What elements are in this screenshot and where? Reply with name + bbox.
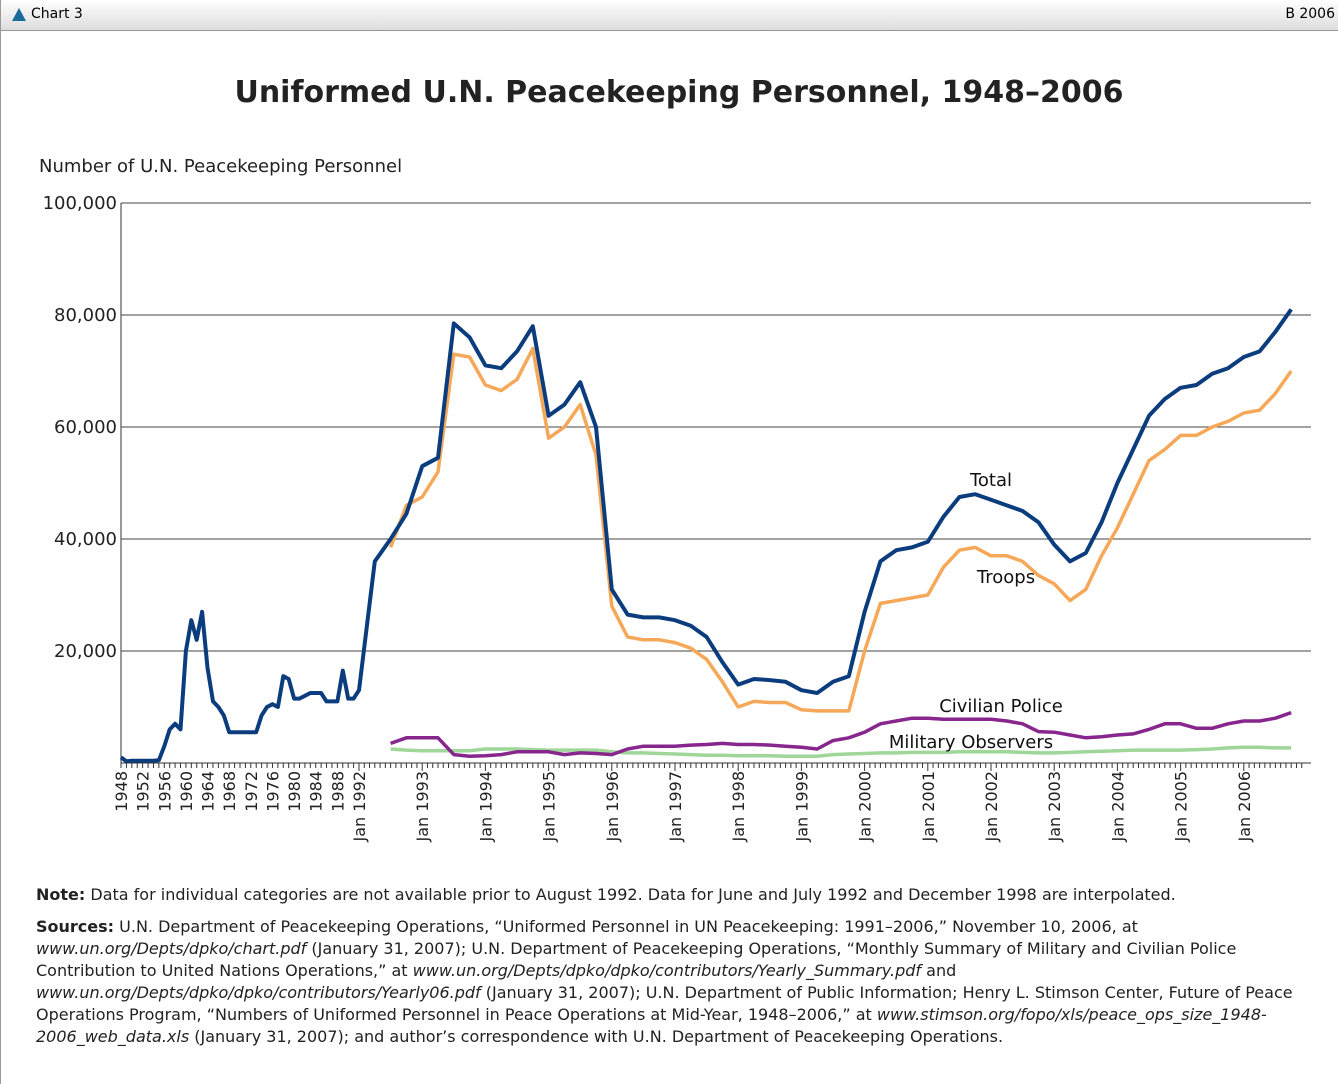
x-tick-label: 1964 [199, 771, 218, 812]
x-tick-label: 1984 [307, 771, 326, 812]
x-tick-label: Jan 1992 [350, 771, 369, 842]
header-right: B 2006 [1285, 6, 1335, 22]
y-axis-label: Number of U.N. Peacekeeping Personnel [39, 156, 402, 177]
series-label: Total [969, 470, 1012, 491]
header-left: Chart 3 [31, 6, 83, 22]
x-tick-label: 1948 [112, 771, 131, 812]
source-part: U.N. Department of Peacekeeping Operatio… [119, 917, 1138, 936]
series-label: Military Observers [889, 732, 1053, 753]
source-part: (January 31, 2007); U.N. Department of P… [36, 983, 1293, 1024]
sources-label: Sources: [36, 917, 115, 936]
x-tick-label: 1956 [155, 771, 174, 812]
y-tick-label: 80,000 [54, 305, 117, 326]
note: Note: Data for individual categories are… [36, 884, 1311, 906]
source-part: www.un.org/Depts/dpko/dpko/contributors/… [412, 961, 922, 980]
source-part: www.un.org/Depts/dpko/dpko/contributors/… [36, 983, 481, 1002]
x-tick-label: Jan 1999 [792, 771, 811, 842]
y-tick-label: 60,000 [54, 417, 117, 438]
series-label: Civilian Police [939, 696, 1063, 717]
x-tick-label: Jan 1995 [540, 771, 559, 842]
x-tick-label: Jan 2000 [856, 771, 875, 842]
source-part: (January 31, 2007); and author’s corresp… [189, 1027, 1004, 1046]
series-line [390, 745, 1292, 759]
x-tick-label: Jan 1994 [476, 771, 495, 842]
source-part: (January 31, 2007); U.N. Department of P… [36, 939, 1237, 980]
x-tick-label: 1980 [285, 771, 304, 812]
x-tick-label: Jan 2004 [1108, 771, 1127, 842]
x-tick-label: 1972 [242, 771, 261, 812]
x-tick-label: 1976 [263, 771, 282, 812]
source-part: www.stimson.org/fopo/xls/peace_ops_size_… [36, 1005, 1267, 1046]
x-tick-label: 1968 [220, 771, 239, 812]
x-tick-label: Jan 2002 [982, 771, 1001, 842]
series-line [390, 710, 1292, 759]
x-tick-label: Jan 1996 [603, 771, 622, 842]
series-label: Troops [976, 567, 1035, 588]
x-tick-label: Jan 2006 [1235, 771, 1254, 842]
y-tick-label: 100,000 [43, 193, 117, 214]
y-tick-label: 40,000 [54, 529, 117, 550]
x-tick-label: Jan 1993 [413, 771, 432, 842]
x-tick-label: Jan 1998 [729, 771, 748, 842]
x-tick-label: Jan 2005 [1172, 771, 1191, 842]
x-tick-label: 1952 [134, 771, 153, 812]
icon [12, 8, 26, 21]
x-tick-label: Jan 2003 [1045, 771, 1064, 842]
y-tick-label: 20,000 [54, 641, 117, 662]
header-bar: Chart 3 B 2006 [1, 0, 1338, 31]
series-line [388, 346, 1293, 713]
source-part: and [921, 961, 957, 980]
source-part: www.un.org/Depts/dpko/chart.pdf [36, 939, 307, 958]
x-tick-label: Jan 2001 [919, 771, 938, 842]
x-tick-label: Jan 1997 [666, 771, 685, 842]
x-tick-label: 1988 [328, 771, 347, 812]
chart: Uniformed U.N. Peacekeeping Personnel, 1… [39, 75, 1311, 842]
chart-title: Uniformed U.N. Peacekeeping Personnel, 1… [234, 75, 1123, 110]
sources: Sources: U.N. Department of Peacekeeping… [36, 916, 1311, 1048]
note-text: Data for individual categories are not a… [90, 885, 1176, 904]
x-tick-label: 1960 [177, 771, 196, 812]
note-label: Note: [36, 885, 86, 904]
series-line [119, 308, 1293, 764]
